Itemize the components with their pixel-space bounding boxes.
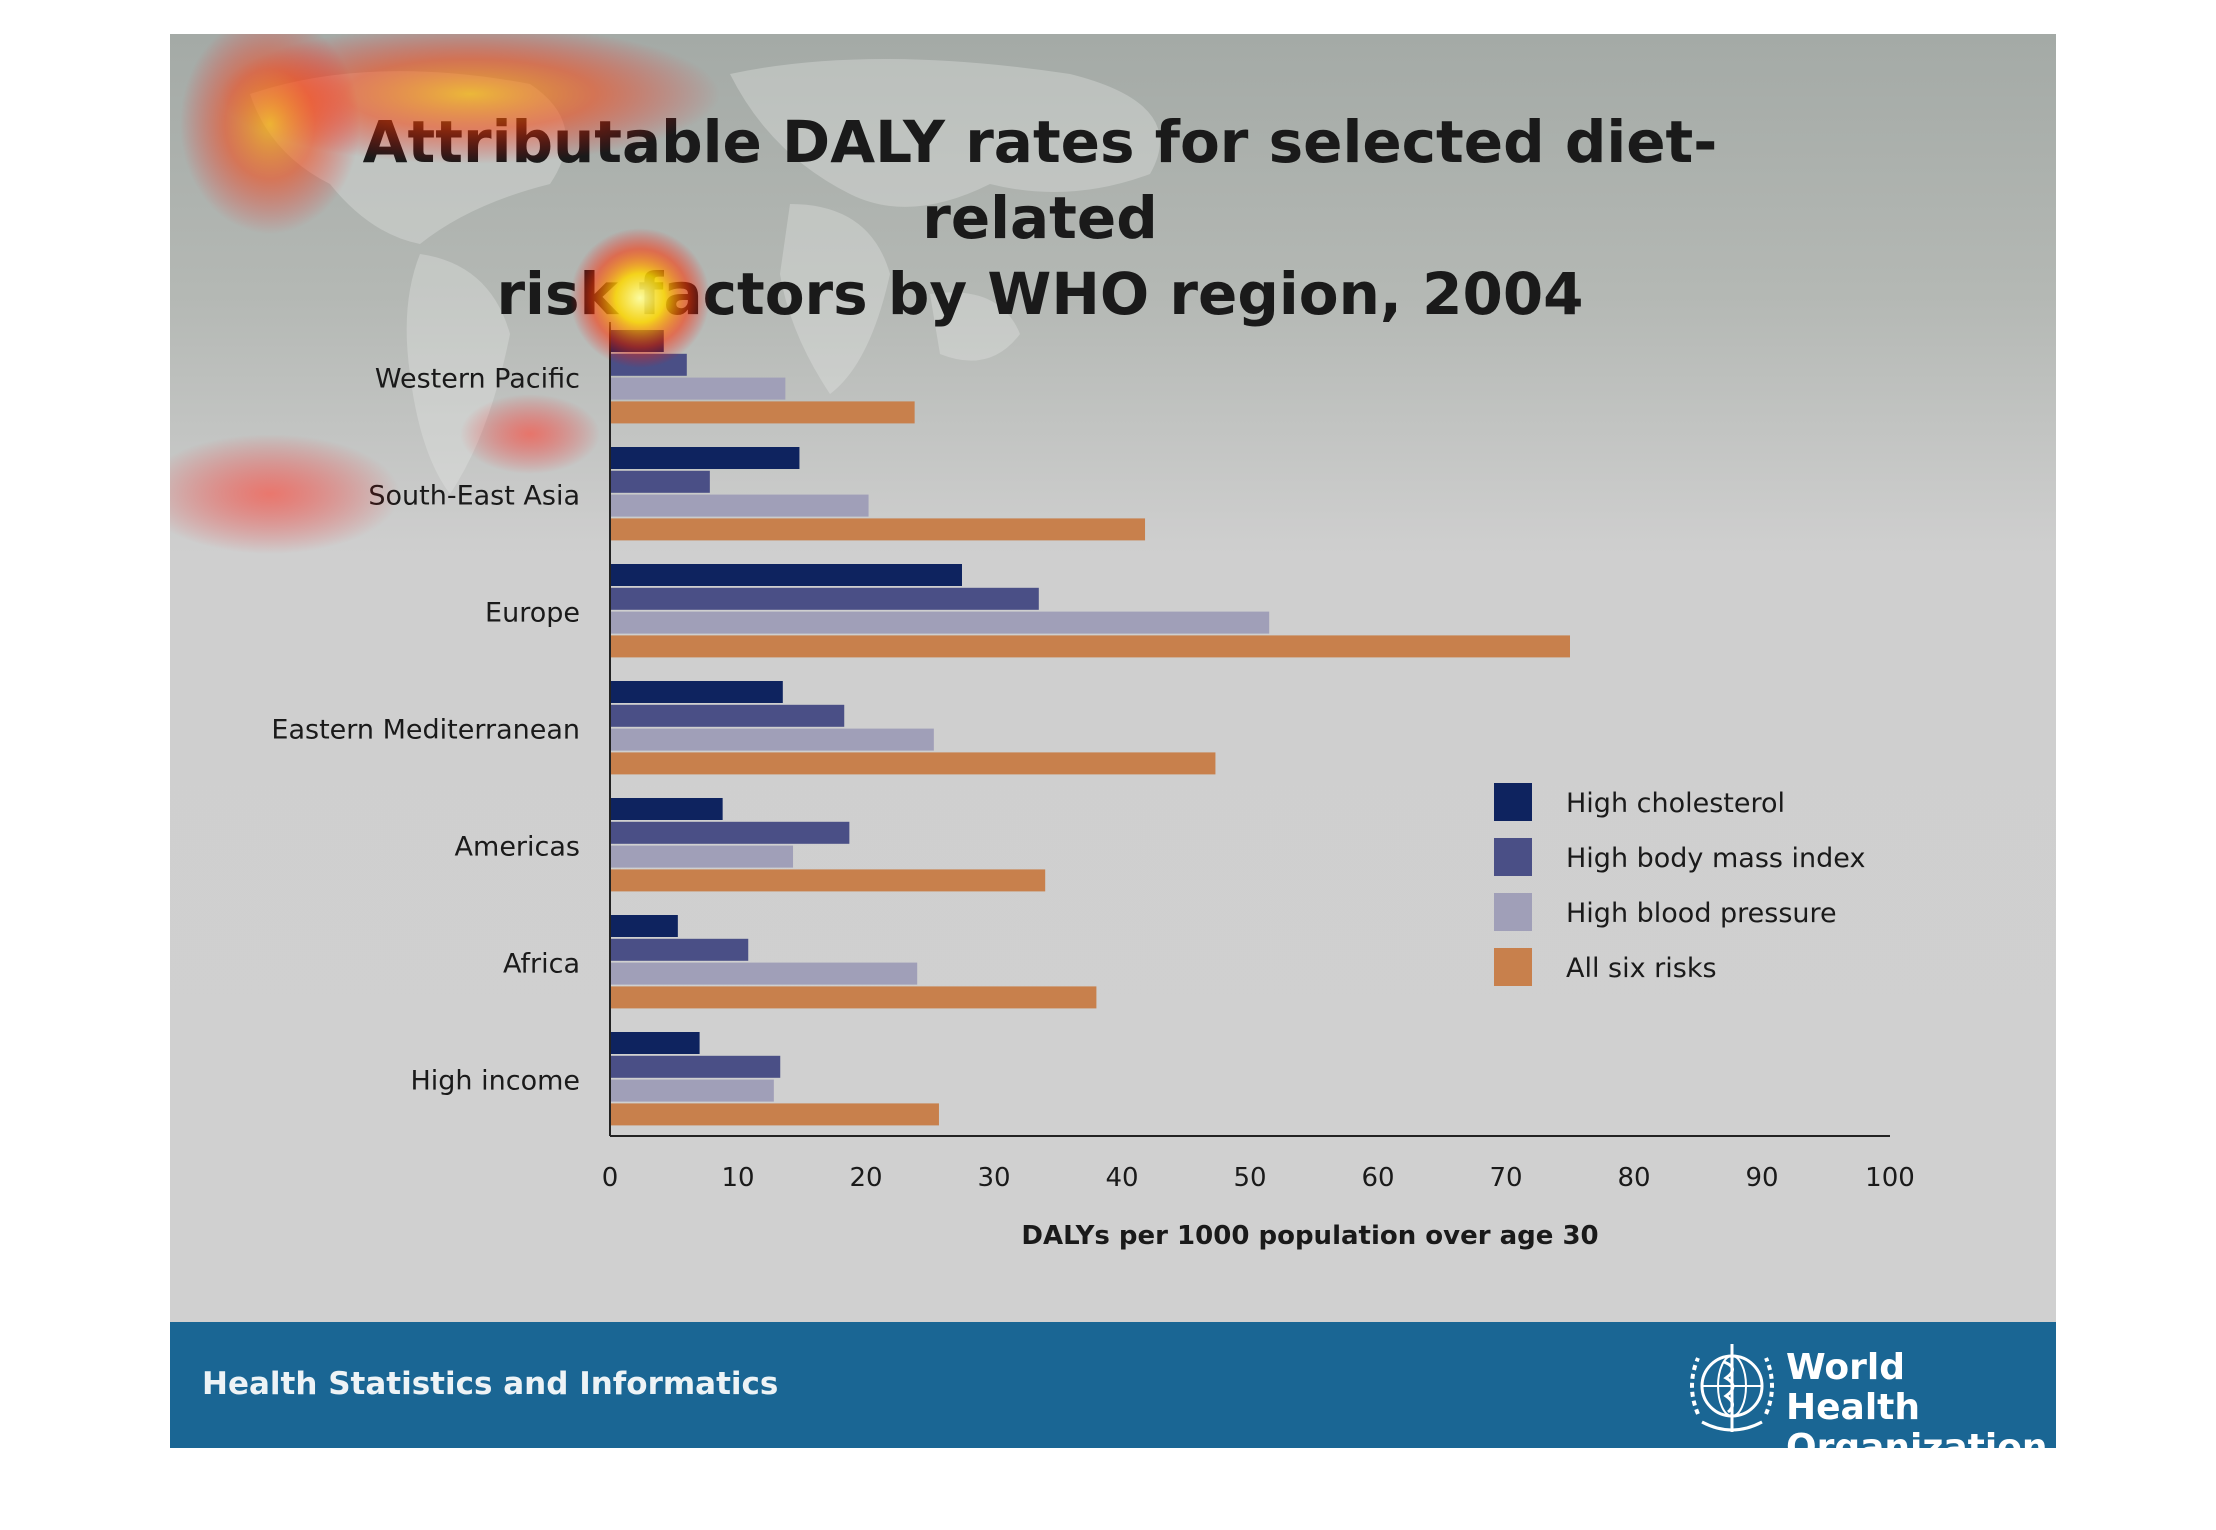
x-tick-label: 20 (849, 1163, 882, 1193)
x-tick-label: 60 (1361, 1163, 1394, 1193)
category-label: Americas (455, 832, 580, 863)
category-label: High income (410, 1066, 580, 1097)
slide: Attributable DALY rates for selected die… (170, 34, 2056, 1448)
bar-1-6 (610, 1055, 781, 1078)
who-wordmark-line-2: Organization (1786, 1427, 2048, 1449)
bar-3-4 (610, 869, 1046, 892)
x-tick-label: 50 (1233, 1163, 1266, 1193)
x-tick-label: 10 (721, 1163, 754, 1193)
bar-3-6 (610, 1103, 939, 1126)
who-wordmark: World Health Organization (1786, 1347, 2048, 1449)
bar-0-3 (610, 681, 783, 703)
x-tick-label: 0 (602, 1163, 619, 1193)
bar-3-2 (610, 635, 1570, 658)
bar-0-2 (610, 564, 962, 586)
bar-0-1 (610, 447, 800, 469)
x-tick-labels: 0 10 20 30 40 50 60 70 80 90 100 (602, 1163, 1915, 1193)
x-tick-label: 100 (1865, 1163, 1915, 1193)
bar-1-4 (610, 821, 850, 844)
category-labels: Western Pacific South-East Asia Europe East… (271, 364, 580, 1097)
legend-swatch (1494, 783, 1532, 821)
category-label: Western Pacific (375, 364, 580, 395)
legend-swatch (1494, 948, 1532, 986)
bar-2-4 (610, 845, 794, 868)
bar-3-5 (610, 986, 1097, 1009)
bar-1-5 (610, 938, 749, 961)
who-emblem-icon (1690, 1344, 1774, 1432)
legend: High cholesterol High body mass index High… (1494, 783, 1865, 986)
bar-3-0 (610, 401, 915, 424)
x-tick-label: 90 (1745, 1163, 1778, 1193)
bar-2-2 (610, 611, 1270, 634)
x-axis-label: DALYs per 1000 population over age 30 (1021, 1221, 1598, 1251)
legend-swatch (1494, 893, 1532, 931)
bar-0-0 (610, 330, 664, 352)
category-label: Europe (485, 598, 580, 629)
bar-1-1 (610, 470, 710, 493)
bar-2-5 (610, 962, 918, 985)
bar-0-4 (610, 798, 723, 820)
legend-swatch (1494, 838, 1532, 876)
who-logo: World Health Organization (1680, 1334, 2048, 1448)
category-label: Africa (503, 949, 580, 980)
bar-2-1 (610, 494, 869, 517)
category-label: Eastern Mediterranean (271, 715, 580, 746)
chart-title-line-1: Attributable DALY rates for selected die… (362, 108, 1718, 252)
x-tick-label: 40 (1105, 1163, 1138, 1193)
bar-2-6 (610, 1079, 774, 1102)
bars-group (610, 330, 1570, 1126)
bar-1-0 (610, 353, 687, 376)
x-tick-label: 80 (1617, 1163, 1650, 1193)
bar-2-0 (610, 377, 786, 400)
legend-label: High body mass index (1566, 843, 1865, 874)
legend-label: All six risks (1566, 953, 1717, 984)
bar-0-6 (610, 1032, 700, 1054)
bar-3-1 (610, 518, 1146, 541)
bar-1-3 (610, 704, 845, 727)
bar-0-5 (610, 915, 678, 937)
bar-3-3 (610, 752, 1216, 775)
x-tick-label: 30 (977, 1163, 1010, 1193)
x-tick-label: 70 (1489, 1163, 1522, 1193)
category-label: South-East Asia (368, 481, 580, 512)
who-wordmark-line-1: World Health (1786, 1347, 1921, 1428)
legend-label: High cholesterol (1566, 788, 1785, 819)
footer-bar: Health Statistics and Informatics World … (170, 1322, 2056, 1448)
bar-2-3 (610, 728, 934, 751)
bar-1-2 (610, 587, 1039, 610)
footer-section-label: Health Statistics and Informatics (202, 1366, 779, 1402)
legend-label: High blood pressure (1566, 898, 1837, 929)
bar-chart: Western Pacific South-East Asia Europe East… (271, 322, 1915, 1251)
